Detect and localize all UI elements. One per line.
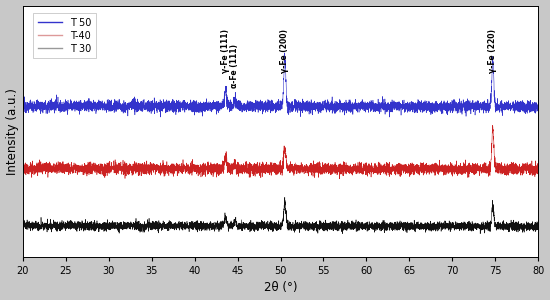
X-axis label: 2θ (°): 2θ (°) xyxy=(264,281,297,294)
Text: γ-Fe (220): γ-Fe (220) xyxy=(488,29,497,74)
Text: γ-Fe (111): γ-Fe (111) xyxy=(221,29,230,74)
Legend: T 50, T-40, T 30: T 50, T-40, T 30 xyxy=(33,13,96,59)
Text: γ-Fe (200): γ-Fe (200) xyxy=(280,29,289,74)
Y-axis label: Intensity (a.u.): Intensity (a.u.) xyxy=(6,88,19,175)
Text: α-Fe (111): α-Fe (111) xyxy=(230,44,239,88)
